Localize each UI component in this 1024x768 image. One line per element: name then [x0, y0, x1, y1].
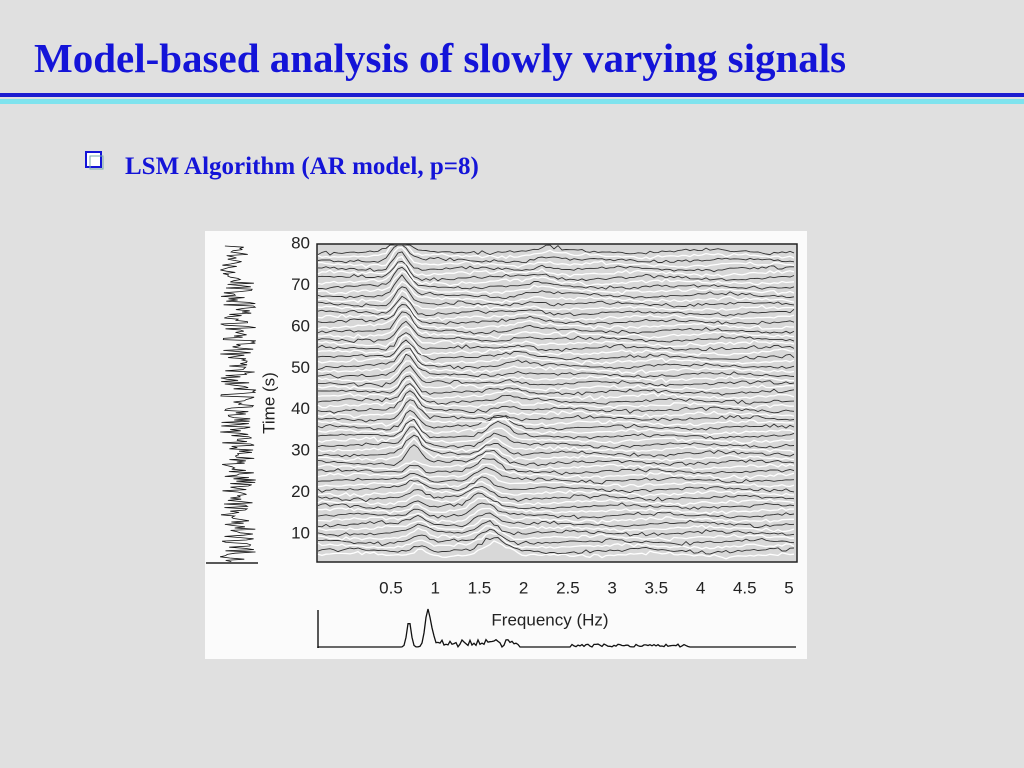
- waterfall-trace: [317, 429, 795, 453]
- y-tick-label: 60: [291, 316, 310, 335]
- waterfall-trace: [317, 532, 795, 550]
- x-tick-label: 5: [784, 578, 793, 597]
- waterfall-trace: [317, 395, 795, 419]
- waterfall-trace: [317, 299, 795, 322]
- waterfall-trace: [317, 399, 795, 423]
- x-tick-label: 2.5: [556, 578, 580, 597]
- waterfall-trace: [317, 383, 795, 405]
- waterfall-trace: [317, 308, 794, 330]
- waterfall: [317, 244, 795, 560]
- waterfall-trace: [317, 244, 795, 256]
- waterfall-trace: [317, 492, 795, 510]
- waterfall-trace: [317, 485, 795, 503]
- slide-title: Model-based analysis of slowly varying s…: [34, 35, 846, 81]
- title-rule: [0, 93, 1024, 97]
- waterfall-trace: [317, 444, 795, 467]
- waterfall-trace: [317, 270, 795, 296]
- waterfall-trace: [317, 488, 795, 507]
- waterfall-trace: [317, 466, 795, 485]
- x-tick-label: 3: [607, 578, 616, 597]
- bullet-icon: [85, 151, 104, 170]
- waterfall-trace: [317, 375, 795, 396]
- waterfall-trace: [317, 502, 795, 520]
- waterfall-trace: [317, 457, 795, 476]
- waterfall-trace: [317, 507, 794, 525]
- waterfall-trace: [318, 246, 795, 269]
- y-tick-label: 20: [291, 482, 310, 501]
- waterfall-trace: [317, 472, 795, 488]
- waterfall-trace: [317, 339, 795, 361]
- spectrum: [317, 608, 796, 649]
- waterfall-trace: [317, 251, 794, 273]
- waterfall-trace: [317, 280, 795, 304]
- waterfall-trace: [317, 385, 795, 410]
- waterfall-trace: [317, 304, 795, 325]
- waterfall-trace: [317, 325, 795, 348]
- waterfall-trace: [317, 350, 795, 375]
- waterfall-trace: [317, 434, 795, 458]
- waterfall-trace: [317, 353, 795, 379]
- waterfall-trace: [317, 497, 795, 515]
- waterfall-trace: [318, 528, 795, 547]
- waterfall-trace: [317, 332, 795, 352]
- y-tick-label: 30: [291, 441, 310, 460]
- y-tick-label: 40: [291, 399, 310, 418]
- waterfall-trace: [317, 378, 795, 401]
- waterfall-trace: [317, 403, 795, 427]
- waterfall-trace: [317, 289, 795, 312]
- waterfall-trace: [317, 421, 795, 444]
- plot-area: [316, 243, 798, 563]
- waterfall-trace: [317, 274, 795, 300]
- waterfall-trace: [317, 343, 795, 366]
- title-rule-accent: [0, 99, 1024, 104]
- x-axis-label: Frequency (Hz): [491, 610, 608, 629]
- waterfall-trace: [317, 415, 795, 436]
- y-tick-label: 70: [291, 275, 310, 294]
- waterfall-trace: [318, 480, 794, 498]
- x-tick-label: 4: [696, 578, 705, 597]
- bullet-text: LSM Algorithm (AR model, p=8): [125, 153, 479, 180]
- waterfall-trace: [317, 512, 795, 528]
- waterfall-trace: [317, 334, 795, 357]
- waterfall-trace: [317, 390, 795, 414]
- waterfall-trace: [317, 519, 795, 537]
- x-tick-label: 3.5: [645, 578, 669, 597]
- waterfall-trace: [317, 260, 795, 282]
- waterfall-trace: [317, 525, 794, 542]
- waterfall-trace: [317, 437, 795, 462]
- waterfall-trace: [317, 540, 795, 560]
- waterfall-trace: [317, 286, 795, 308]
- waterfall-trace: [317, 452, 795, 471]
- y-tick-label: 50: [291, 358, 310, 377]
- x-tick-label: 2: [519, 578, 528, 597]
- x-tick-label: 1.5: [468, 578, 492, 597]
- time-signal: [220, 245, 257, 562]
- x-tick-label: 4.5: [733, 578, 757, 597]
- waterfall-trace: [317, 476, 795, 494]
- waterfall-trace: [317, 426, 795, 449]
- waterfall-trace: [317, 371, 795, 392]
- figure: Time (s) Frequency (Hz) 8070605040302010…: [205, 231, 807, 659]
- waterfall-trace: [317, 311, 795, 335]
- waterfall-trace: [317, 365, 795, 388]
- x-tick-label: 0.5: [379, 578, 403, 597]
- y-tick-label: 10: [291, 523, 310, 542]
- waterfall-trace: [317, 347, 795, 371]
- y-tick-label: 80: [291, 233, 310, 252]
- waterfall-trace: [317, 463, 795, 480]
- waterfall-trace: [317, 409, 795, 431]
- waterfall-trace: [317, 360, 794, 384]
- waterfall-trace: [317, 517, 795, 533]
- waterfall-trace: [317, 295, 795, 317]
- waterfall-trace: [317, 266, 795, 290]
- waterfall-trace: [317, 315, 795, 340]
- waterfall-trace: [317, 320, 795, 343]
- waterfall-trace: [317, 418, 795, 440]
- waterfall-trace: [317, 537, 795, 555]
- y-axis-label: Time (s): [259, 372, 278, 434]
- x-tick-label: 1: [430, 578, 439, 597]
- waterfall-trace: [317, 255, 795, 278]
- waterfall-trace: [317, 263, 795, 287]
